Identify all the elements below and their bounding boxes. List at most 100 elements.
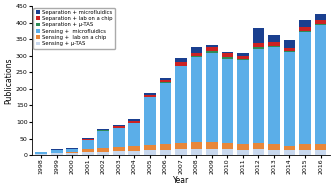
Bar: [66, 148, 78, 149]
Bar: [51, 153, 62, 155]
Bar: [160, 144, 171, 150]
Bar: [284, 52, 295, 146]
Bar: [190, 57, 202, 142]
Bar: [284, 146, 295, 150]
Bar: [206, 47, 218, 51]
Bar: [253, 28, 264, 43]
Bar: [98, 129, 109, 130]
Bar: [190, 46, 202, 53]
Bar: [284, 51, 295, 52]
Bar: [299, 150, 311, 155]
Bar: [82, 152, 94, 155]
Bar: [237, 59, 249, 60]
Bar: [160, 150, 171, 155]
Bar: [144, 97, 156, 145]
Bar: [66, 153, 78, 155]
Bar: [66, 152, 78, 153]
Bar: [237, 144, 249, 150]
Bar: [315, 144, 326, 150]
Bar: [144, 93, 156, 95]
Bar: [160, 82, 171, 83]
Bar: [144, 95, 156, 97]
Bar: [51, 150, 62, 153]
Y-axis label: Publications: Publications: [4, 57, 13, 104]
Bar: [98, 148, 109, 152]
Bar: [284, 40, 295, 48]
Bar: [268, 144, 280, 150]
Bar: [253, 143, 264, 149]
Bar: [82, 149, 94, 152]
Bar: [113, 126, 125, 128]
Bar: [129, 151, 140, 155]
Bar: [237, 56, 249, 59]
Bar: [175, 58, 187, 62]
Bar: [253, 49, 264, 143]
Bar: [206, 51, 218, 53]
Bar: [221, 57, 233, 59]
Bar: [268, 46, 280, 144]
Bar: [253, 47, 264, 49]
Bar: [82, 138, 94, 139]
Bar: [284, 48, 295, 51]
Legend: Separation + microfluidics, Separation + lab on a chip, Separation + μ-TAS, Sens: Separation + microfluidics, Separation +…: [33, 8, 115, 49]
Bar: [268, 35, 280, 42]
Bar: [144, 145, 156, 150]
Bar: [221, 59, 233, 143]
Bar: [190, 53, 202, 57]
Bar: [51, 149, 62, 150]
Bar: [299, 27, 311, 31]
Bar: [113, 151, 125, 155]
Bar: [35, 152, 47, 153]
Bar: [299, 31, 311, 32]
Bar: [315, 20, 326, 24]
Bar: [113, 128, 125, 147]
Bar: [190, 142, 202, 149]
Bar: [98, 130, 109, 131]
Bar: [175, 143, 187, 149]
Bar: [160, 80, 171, 82]
Bar: [35, 154, 47, 155]
Bar: [299, 32, 311, 144]
Bar: [175, 66, 187, 143]
Bar: [129, 146, 140, 151]
Bar: [206, 53, 218, 142]
Bar: [113, 147, 125, 151]
Bar: [315, 150, 326, 155]
Bar: [315, 25, 326, 144]
Bar: [221, 143, 233, 149]
Bar: [175, 149, 187, 155]
Bar: [206, 149, 218, 155]
Bar: [237, 150, 249, 155]
Bar: [129, 121, 140, 123]
Bar: [160, 83, 171, 144]
Bar: [144, 150, 156, 155]
X-axis label: Year: Year: [173, 176, 189, 185]
Bar: [190, 149, 202, 155]
Bar: [35, 153, 47, 154]
Bar: [66, 149, 78, 152]
Bar: [237, 60, 249, 144]
Bar: [129, 123, 140, 146]
Bar: [221, 52, 233, 53]
Bar: [221, 149, 233, 155]
Bar: [98, 131, 109, 148]
Bar: [98, 152, 109, 155]
Bar: [253, 149, 264, 155]
Bar: [315, 14, 326, 20]
Bar: [268, 42, 280, 46]
Bar: [299, 144, 311, 150]
Bar: [113, 125, 125, 126]
Bar: [299, 20, 311, 27]
Bar: [237, 53, 249, 56]
Bar: [284, 150, 295, 155]
Bar: [160, 78, 171, 80]
Bar: [129, 119, 140, 121]
Bar: [206, 45, 218, 47]
Bar: [315, 24, 326, 25]
Bar: [253, 43, 264, 47]
Bar: [221, 53, 233, 57]
Bar: [268, 150, 280, 155]
Bar: [175, 62, 187, 66]
Bar: [82, 139, 94, 149]
Bar: [206, 142, 218, 149]
